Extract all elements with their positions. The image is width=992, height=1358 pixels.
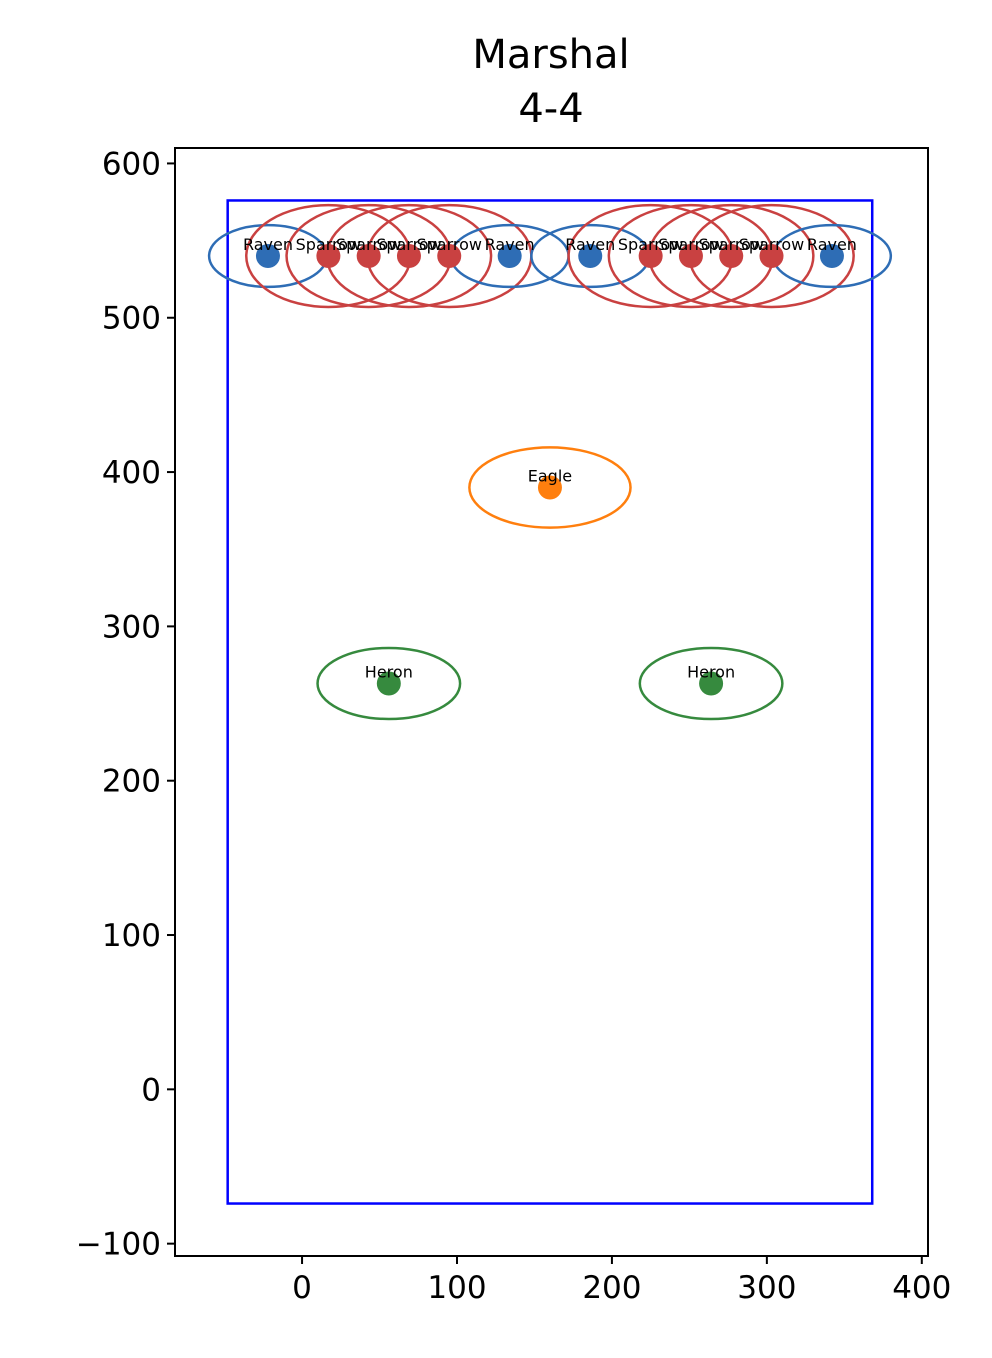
y-tick-label-3: 200 [102, 764, 161, 800]
field-boundary [226, 199, 874, 1205]
x-tick-label-4: 400 [892, 1270, 951, 1306]
y-tick-label-4: 300 [102, 609, 161, 645]
y-tick-label-7: 600 [102, 146, 161, 182]
player-point-2 [356, 244, 381, 269]
chart-subtitle: 4-4 [518, 86, 583, 132]
y-tick-label-1: 0 [141, 1072, 161, 1108]
player-label-10: Sparrow [739, 235, 805, 254]
player-label-14: Heron [687, 662, 735, 681]
player-label-8: Sparrow [658, 235, 724, 254]
player-label-2: Sparrow [336, 235, 402, 254]
x-tick-label-1: 100 [427, 1270, 486, 1306]
player-point-5 [497, 244, 522, 269]
player-label-3: Sparrow [376, 235, 442, 254]
player-point-10 [759, 244, 784, 269]
field-layer [226, 199, 874, 1205]
player-label-9: Sparrow [698, 235, 764, 254]
player-point-0 [255, 244, 280, 269]
x-tick-label-3: 300 [737, 1270, 796, 1306]
player-label-5: Raven [485, 235, 535, 254]
player-label-12: Eagle [528, 466, 572, 485]
player-label-11: Raven [807, 235, 857, 254]
y-tick-label-0: −100 [76, 1227, 161, 1263]
player-point-3 [396, 244, 421, 269]
player-point-6 [578, 244, 603, 269]
player-point-13 [376, 671, 401, 696]
player-label-6: Raven [565, 235, 615, 254]
player-point-14 [699, 671, 724, 696]
player-point-12 [537, 475, 562, 500]
player-point-7 [638, 244, 663, 269]
zone-ellipse-14 [638, 646, 784, 721]
chart-title: Marshal [472, 32, 629, 78]
zone-ellipse-13 [316, 646, 462, 721]
player-point-8 [678, 244, 703, 269]
x-tick-label-2: 200 [582, 1270, 641, 1306]
y-tick-label-5: 400 [102, 455, 161, 491]
x-tick-label-0: 0 [292, 1270, 312, 1306]
player-label-1: Sparrow [296, 235, 362, 254]
player-point-9 [719, 244, 744, 269]
y-tick-label-6: 500 [102, 301, 161, 337]
player-label-13: Heron [365, 662, 413, 681]
zone-ellipse-12 [468, 446, 632, 529]
player-point-4 [437, 244, 462, 269]
player-point-11 [819, 244, 844, 269]
player-label-4: Sparrow [416, 235, 482, 254]
plot-frame [174, 147, 929, 1257]
player-label-0: Raven [243, 235, 293, 254]
y-tick-label-2: 100 [102, 918, 161, 954]
axes-layer: 0 100 200 300 400 −100 0 100 200 300 400 500 600 [76, 146, 952, 1306]
player-label-7: Sparrow [618, 235, 684, 254]
player-point-1 [316, 244, 341, 269]
